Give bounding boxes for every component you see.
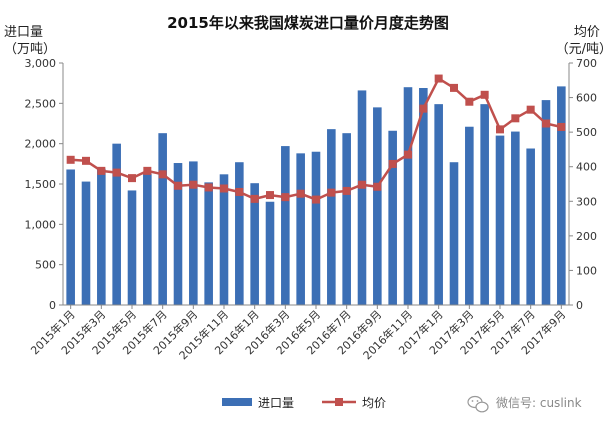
right-tick-label: 200 — [576, 230, 597, 243]
price-point — [296, 189, 305, 198]
left-tick-label: 2,000 — [25, 138, 57, 151]
price-point — [189, 180, 198, 189]
bar — [97, 168, 106, 305]
bar — [158, 133, 167, 305]
price-point — [388, 159, 397, 168]
price-point — [204, 183, 213, 192]
bar — [434, 104, 443, 305]
legend-label-bar: 进口量 — [258, 396, 294, 410]
right-tick-label: 0 — [576, 299, 583, 312]
price-point — [235, 187, 244, 196]
bar — [449, 162, 459, 305]
price-point — [174, 181, 182, 190]
line-series — [66, 74, 566, 204]
right-tick-label: 400 — [576, 161, 597, 174]
price-point — [511, 114, 520, 123]
bar — [265, 201, 275, 305]
price-point — [526, 105, 535, 114]
left-tick-label: 1,500 — [25, 178, 57, 191]
price-point — [465, 97, 474, 106]
price-point — [327, 188, 336, 197]
price-point — [128, 174, 136, 183]
price-point — [434, 74, 443, 83]
wechat-icon — [467, 395, 489, 413]
price-point — [66, 155, 75, 164]
bar — [465, 126, 474, 305]
price-point — [97, 166, 106, 175]
price-point — [373, 182, 382, 191]
legend-swatch-marker — [335, 398, 343, 406]
price-point — [158, 170, 167, 179]
bar — [526, 148, 535, 305]
legend: 进口量 均价 — [222, 396, 386, 410]
bar — [419, 88, 428, 305]
bar — [127, 190, 137, 305]
price-point — [450, 83, 458, 92]
bar — [311, 151, 321, 305]
bar — [112, 143, 121, 305]
price-point — [312, 195, 320, 204]
bar — [189, 161, 198, 305]
bar — [388, 130, 397, 305]
price-point — [496, 125, 504, 134]
legend-swatch-bar — [222, 398, 252, 406]
chart-title: 2015年以来我国煤炭进口量价月度走势图 — [167, 14, 449, 32]
left-tick-label: 1,000 — [25, 218, 57, 231]
bar — [480, 104, 489, 305]
right-tick-label: 500 — [576, 126, 597, 139]
left-tick-label: 500 — [35, 259, 56, 272]
bar-series — [66, 86, 566, 306]
left-tick-label: 0 — [49, 299, 56, 312]
right-axis-ticks: 0 100 200 300 400 500 600 700 — [569, 57, 597, 312]
bar — [235, 162, 244, 305]
price-point — [557, 122, 566, 131]
left-tick-label: 2,500 — [25, 97, 57, 110]
watermark-text: 微信号: cuslink — [496, 396, 582, 410]
price-point — [342, 186, 351, 195]
price-point — [220, 184, 228, 193]
price-point — [112, 168, 121, 177]
bar — [173, 163, 183, 305]
bar — [296, 153, 305, 305]
price-point — [419, 104, 428, 113]
bar — [204, 182, 213, 305]
bar — [373, 107, 382, 305]
left-axis-label: 进口量 （万吨） — [4, 25, 56, 57]
watermark: 微信号: cuslink — [467, 395, 582, 413]
right-tick-label: 300 — [576, 195, 597, 208]
left-axis-ticks: 0 500 1,000 1,500 2,000 2,500 3,000 — [25, 57, 63, 312]
bar — [219, 174, 229, 305]
bar — [403, 87, 413, 305]
legend-label-line: 均价 — [362, 396, 386, 410]
left-tick-label: 3,000 — [25, 57, 57, 70]
price-point — [266, 191, 274, 200]
bar — [281, 146, 290, 305]
price-point — [358, 180, 366, 189]
price-point — [143, 166, 152, 175]
bar — [557, 86, 566, 305]
bar — [541, 100, 551, 306]
price-point — [281, 193, 290, 202]
price-point — [250, 194, 259, 203]
bar — [511, 131, 520, 305]
right-tick-label: 600 — [576, 92, 597, 105]
bar — [357, 90, 367, 305]
price-point — [82, 156, 90, 165]
bar — [495, 135, 505, 305]
bar — [342, 133, 351, 305]
bar — [143, 173, 152, 305]
price-point — [480, 90, 489, 99]
right-tick-label: 100 — [576, 264, 597, 277]
bar — [327, 129, 336, 305]
bar — [66, 169, 75, 305]
right-tick-label: 700 — [576, 57, 597, 70]
bar — [250, 183, 259, 305]
price-point — [542, 119, 550, 128]
right-axis-label: 均价 （元/吨） — [556, 25, 612, 57]
price-point — [404, 150, 412, 159]
bar — [81, 181, 91, 305]
